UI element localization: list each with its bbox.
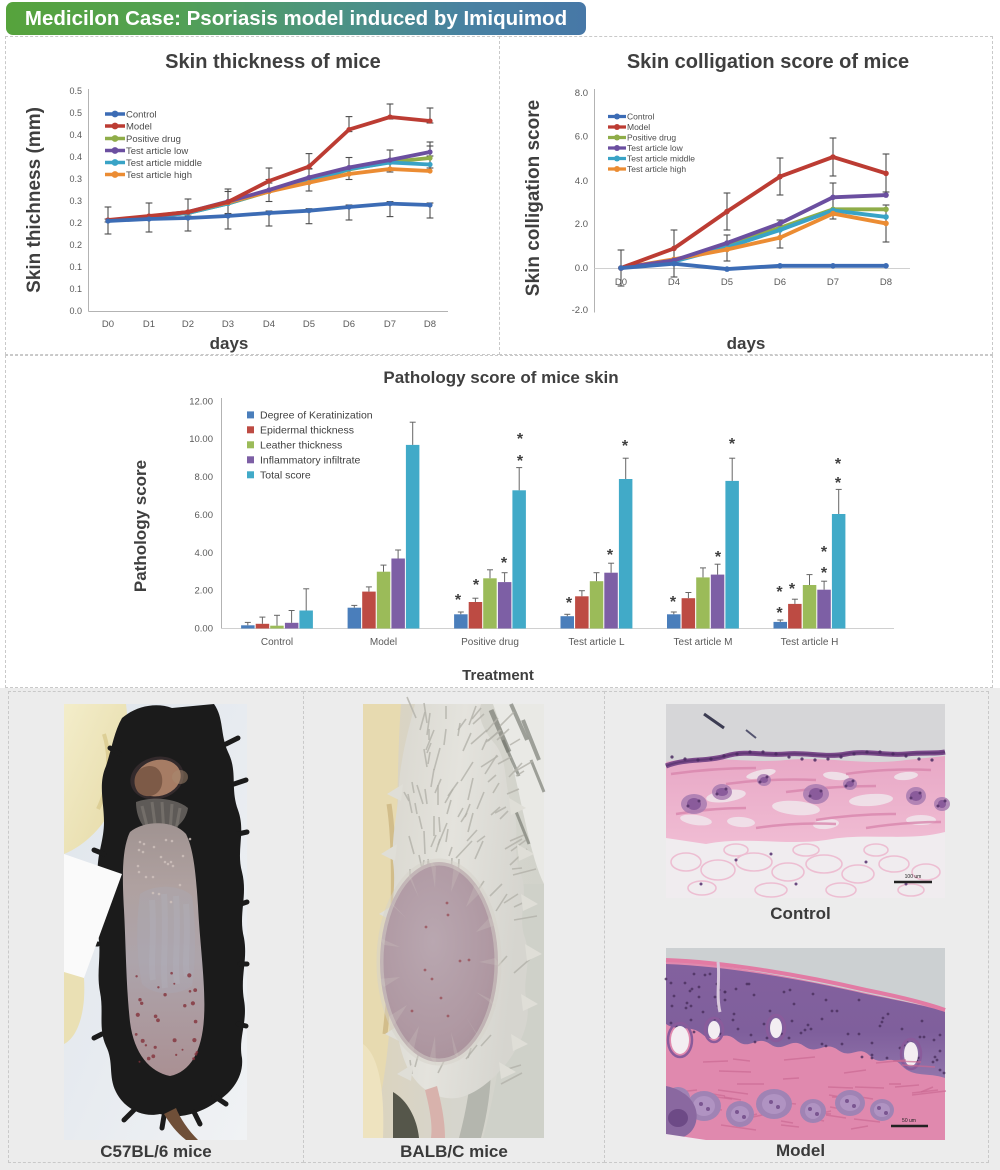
svg-text:0.5: 0.5 <box>69 86 82 96</box>
svg-text:*: * <box>517 453 524 470</box>
svg-text:D3: D3 <box>222 319 234 330</box>
svg-text:0.3: 0.3 <box>69 196 82 206</box>
svg-text:D6: D6 <box>774 277 786 288</box>
svg-text:0.1: 0.1 <box>69 284 82 294</box>
svg-text:Pathology score: Pathology score <box>131 460 150 592</box>
svg-text:D2: D2 <box>182 319 194 330</box>
svg-text:Control: Control <box>627 112 655 122</box>
svg-text:Control: Control <box>261 637 293 648</box>
svg-text:Leather thickness: Leather thickness <box>260 439 342 451</box>
svg-text:0.3: 0.3 <box>69 174 82 184</box>
svg-text:Epidermal thickness: Epidermal thickness <box>260 424 354 436</box>
svg-text:*: * <box>835 475 842 492</box>
svg-text:0.0: 0.0 <box>575 263 588 274</box>
svg-text:0.1: 0.1 <box>69 262 82 272</box>
svg-text:Total score: Total score <box>260 469 311 481</box>
svg-text:Test article low: Test article low <box>627 143 684 153</box>
svg-text:*: * <box>501 555 508 572</box>
svg-text:Test article high: Test article high <box>126 170 192 181</box>
svg-text:days: days <box>727 334 766 353</box>
svg-text:*: * <box>715 549 722 566</box>
svg-text:0.0: 0.0 <box>69 306 82 316</box>
svg-text:Test article middle: Test article middle <box>126 158 202 169</box>
svg-text:12.00: 12.00 <box>189 396 213 407</box>
svg-text:100 um: 100 um <box>905 874 922 880</box>
svg-text:4.0: 4.0 <box>575 176 588 187</box>
svg-text:Test article high: Test article high <box>627 164 686 174</box>
svg-text:Positive drug: Positive drug <box>126 134 181 145</box>
svg-text:Model: Model <box>370 637 397 648</box>
svg-text:D4: D4 <box>668 277 680 288</box>
svg-text:Positive drug: Positive drug <box>461 637 519 648</box>
svg-text:D8: D8 <box>424 319 436 330</box>
svg-text:Degree of Keratinization: Degree of Keratinization <box>260 409 373 421</box>
svg-text:D5: D5 <box>303 319 315 330</box>
svg-text:Skin colligation score: Skin colligation score <box>523 100 544 296</box>
svg-text:Test article M: Test article M <box>674 637 733 648</box>
svg-text:0.00: 0.00 <box>195 624 214 635</box>
svg-text:0.4: 0.4 <box>69 130 82 140</box>
svg-text:D8: D8 <box>880 277 892 288</box>
svg-text:*: * <box>455 592 462 609</box>
svg-text:8.0: 8.0 <box>575 88 588 99</box>
svg-text:*: * <box>776 605 783 622</box>
svg-text:D7: D7 <box>384 319 396 330</box>
svg-text:Test article H: Test article H <box>781 637 839 648</box>
svg-text:4.00: 4.00 <box>195 548 214 559</box>
svg-text:2.00: 2.00 <box>195 586 214 597</box>
svg-text:*: * <box>670 594 677 611</box>
svg-text:*: * <box>835 456 842 473</box>
svg-text:50 um: 50 um <box>902 1118 916 1124</box>
svg-text:10.00: 10.00 <box>189 434 213 445</box>
svg-text:6.00: 6.00 <box>195 510 214 521</box>
svg-text:Positive drug: Positive drug <box>627 133 676 143</box>
svg-text:Skin thickness of mice: Skin thickness of mice <box>165 51 381 73</box>
svg-text:Control: Control <box>126 110 157 121</box>
svg-text:0.2: 0.2 <box>69 218 82 228</box>
svg-text:D6: D6 <box>343 319 355 330</box>
svg-text:0.2: 0.2 <box>69 240 82 250</box>
svg-text:days: days <box>210 334 249 353</box>
svg-text:*: * <box>729 436 736 453</box>
svg-text:*: * <box>517 431 524 448</box>
svg-text:*: * <box>566 595 573 612</box>
svg-text:Model: Model <box>126 122 152 133</box>
svg-text:D5: D5 <box>721 277 733 288</box>
svg-text:*: * <box>821 565 828 582</box>
svg-text:*: * <box>473 577 480 594</box>
svg-text:D7: D7 <box>827 277 839 288</box>
svg-text:*: * <box>607 547 614 564</box>
svg-text:Inflammatory infiltrate: Inflammatory infiltrate <box>260 454 361 466</box>
svg-text:Test article low: Test article low <box>126 146 188 157</box>
svg-text:Test article middle: Test article middle <box>627 154 695 164</box>
svg-text:Pathology score of mice skin: Pathology score of mice skin <box>383 368 618 387</box>
svg-text:Model: Model <box>627 122 650 132</box>
svg-text:2.0: 2.0 <box>575 219 588 230</box>
svg-text:D1: D1 <box>143 319 155 330</box>
svg-text:Test article L: Test article L <box>568 637 625 648</box>
svg-text:Skin thichness (mm): Skin thichness (mm) <box>24 107 45 293</box>
svg-text:D0: D0 <box>102 319 114 330</box>
svg-text:8.00: 8.00 <box>195 472 214 483</box>
svg-text:6.0: 6.0 <box>575 132 588 143</box>
svg-text:-2.0: -2.0 <box>572 305 588 316</box>
svg-text:*: * <box>821 544 828 561</box>
svg-text:0.5: 0.5 <box>69 108 82 118</box>
svg-text:*: * <box>622 438 629 455</box>
svg-text:*: * <box>789 581 796 598</box>
svg-text:0.4: 0.4 <box>69 152 82 162</box>
svg-text:D4: D4 <box>263 319 275 330</box>
svg-text:*: * <box>776 584 783 601</box>
svg-text:Treatment: Treatment <box>462 667 534 684</box>
svg-text:Skin colligation score of mice: Skin colligation score of mice <box>627 51 909 73</box>
